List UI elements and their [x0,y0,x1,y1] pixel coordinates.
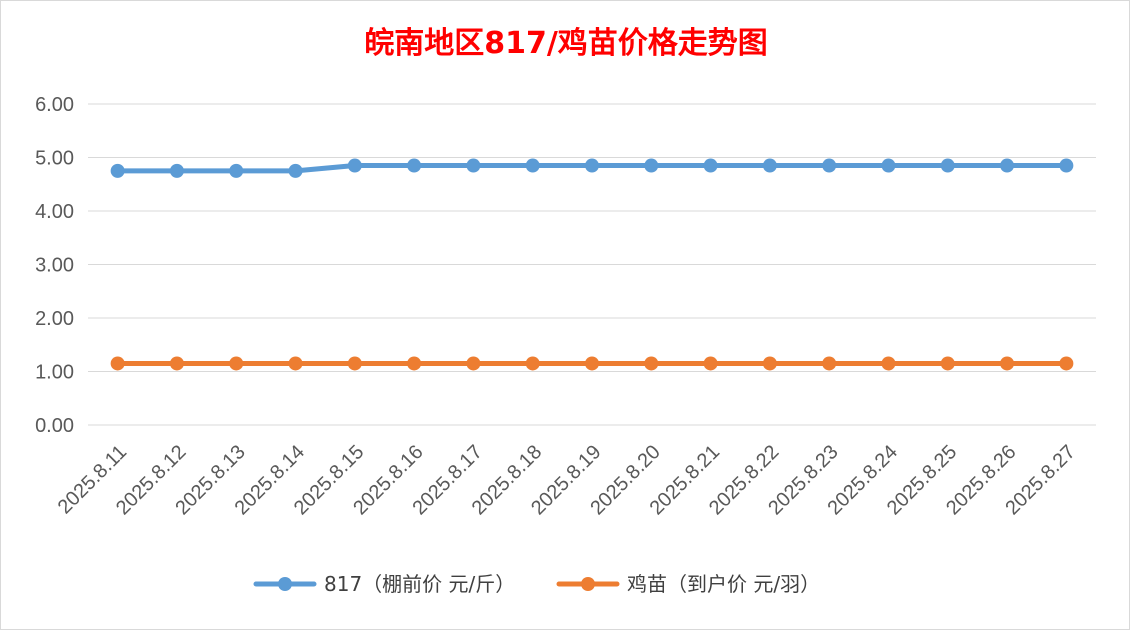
data-point [644,158,659,173]
y-tick-label: 0.00 [35,415,74,437]
data-point [229,163,244,178]
data-point [525,158,540,173]
data-point [1059,158,1074,173]
data-point [347,158,362,173]
y-tick-label: 5.00 [35,148,74,170]
series-layer [110,158,1074,371]
data-point [407,356,422,371]
data-point [940,158,955,173]
data-point [1059,356,1074,371]
y-tick-label: 2.00 [35,308,74,330]
data-point [110,163,125,178]
data-point [466,158,481,173]
legend-label: 鸡苗（到户价 元/羽） [627,572,820,596]
legend-item: 鸡苗（到户价 元/羽） [556,572,820,596]
y-tick-label: 1.00 [35,362,74,384]
data-point [762,356,777,371]
data-point [229,356,244,371]
data-point [525,356,540,371]
data-point [466,356,481,371]
data-point [288,356,303,371]
data-point [407,158,422,173]
chart-title: 皖南地区817/鸡苗价格走势图 [364,26,768,61]
data-point [940,356,955,371]
series-2 [110,356,1074,371]
data-point [1000,356,1015,371]
data-point [169,356,184,371]
data-point [881,158,896,173]
series-1 [110,158,1074,178]
data-point [288,163,303,178]
legend: 817（棚前价 元/斤） 鸡苗（到户价 元/羽） [253,572,820,596]
x-axis-ticks: 2025.8.112025.8.122025.8.132025.8.142025… [54,441,1080,519]
legend-item: 817（棚前价 元/斤） [253,572,515,596]
y-tick-label: 4.00 [35,201,74,223]
data-point [585,158,599,173]
y-axis-ticks: 0.00 1.00 2.00 3.00 4.00 5.00 6.00 [35,94,74,437]
data-point [644,356,659,371]
data-point [822,158,837,173]
legend-marker [278,577,292,591]
legend-marker [581,577,595,591]
data-point [881,356,896,371]
data-point [585,356,599,371]
legend-label: 817（棚前价 元/斤） [324,572,515,596]
data-point [822,356,837,371]
data-point [169,163,184,178]
y-tick-label: 3.00 [35,255,74,277]
data-point [703,158,718,173]
data-point [347,356,362,371]
gridlines [88,103,1096,426]
data-point [110,356,125,371]
data-point [762,158,777,173]
y-tick-label: 6.00 [35,94,74,116]
data-point [703,356,718,371]
data-point [1000,158,1015,173]
